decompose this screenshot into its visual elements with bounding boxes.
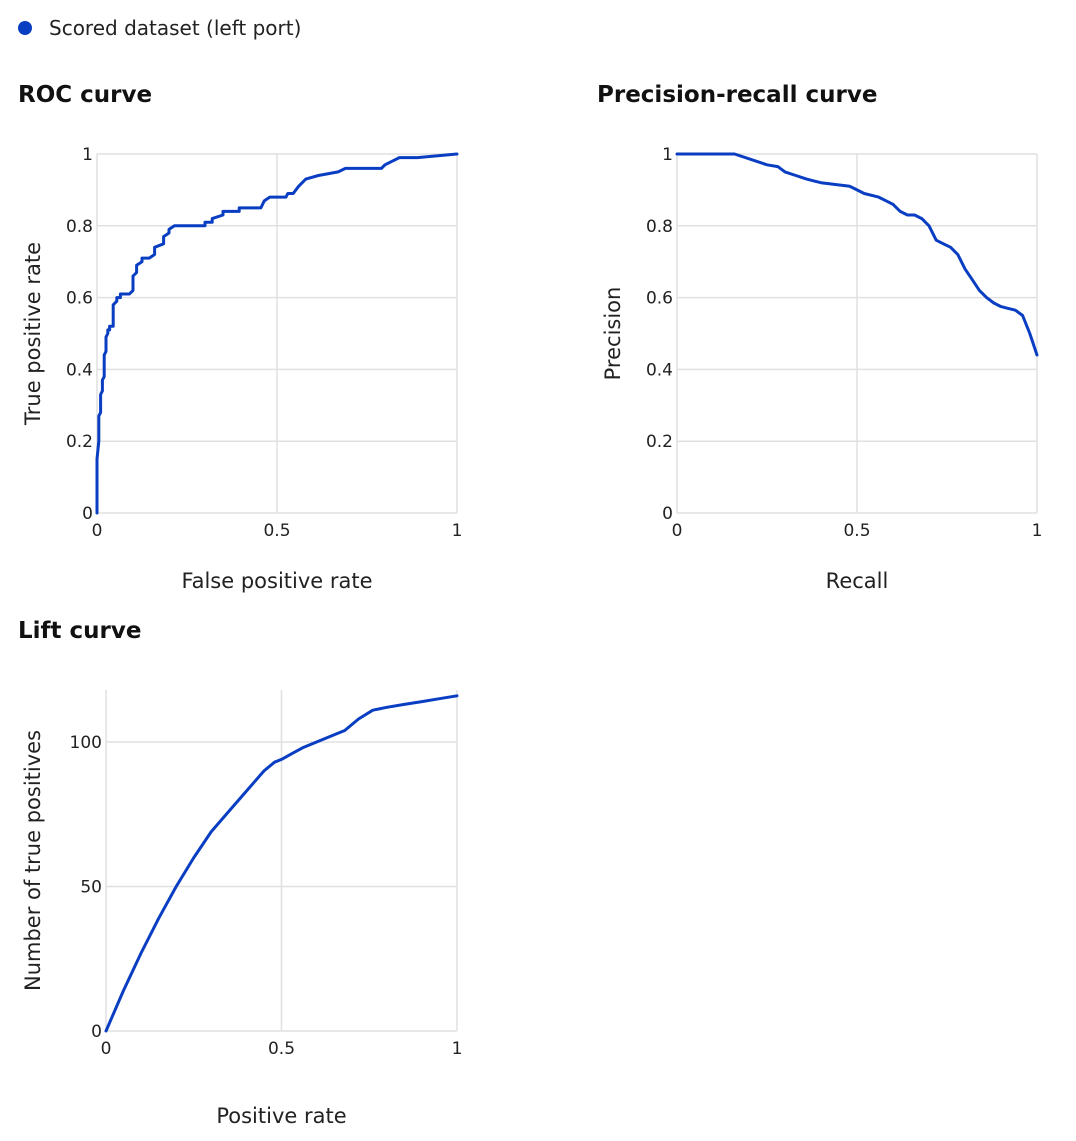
pr-y-tick-label: 0 [662, 504, 673, 524]
roc-y-tick-label: 0.6 [66, 289, 93, 309]
roc-chart: 0 0.2 0.4 0.6 0.8 1 0 0.5 1 False positive rate Tr… [21, 145, 462, 593]
lift-x-tick-label: 1 [452, 1039, 463, 1059]
legend[interactable]: Scored dataset (left port) [18, 14, 301, 42]
lift-x-axis-label: Positive rate [216, 1104, 346, 1128]
lift-chart-title: Lift curve [18, 618, 142, 644]
pr-series-line[interactable] [675, 152, 1039, 357]
legend-marker [18, 21, 32, 35]
roc-x-tick-label: 1 [452, 521, 463, 541]
roc-y-tick-label: 1 [82, 145, 93, 165]
roc-x-axis-label: False positive rate [181, 569, 372, 593]
lift-series-line[interactable] [104, 694, 459, 1033]
lift-y-axis-label: Number of true positives [21, 730, 45, 991]
pr-y-axis-label: Precision [601, 287, 625, 381]
lift-chart: 0 50 100 0 0.5 1 Positive rate Number of true p… [21, 690, 462, 1128]
pr-y-tick-label: 0.6 [646, 289, 673, 309]
lift-x-tick-label: 0 [101, 1039, 112, 1059]
roc-chart-title: ROC curve [18, 82, 153, 108]
roc-x-tick-label: 0.5 [263, 521, 290, 541]
roc-y-axis-label: True positive rate [21, 242, 45, 426]
roc-y-tick-label: 0.4 [66, 360, 93, 380]
pr-y-tick-label: 0.4 [646, 360, 673, 380]
pr-x-tick-label: 0.5 [843, 521, 870, 541]
lift-y-tick-label: 50 [80, 878, 102, 898]
roc-y-tick-label: 0 [82, 504, 93, 524]
lift-x-tick-label: 0.5 [268, 1039, 295, 1059]
roc-y-tick-label: 0.8 [66, 217, 93, 237]
lift-y-tick-label: 100 [70, 733, 102, 753]
pr-x-axis-label: Recall [826, 569, 889, 593]
pr-y-tick-label: 1 [662, 145, 673, 165]
roc-series-line[interactable] [95, 152, 459, 515]
pr-chart-title: Precision-recall curve [597, 82, 878, 108]
roc-y-tick-label: 0.2 [66, 432, 93, 452]
lift-y-tick-label: 0 [91, 1022, 102, 1042]
legend-label: Scored dataset (left port) [49, 16, 302, 40]
roc-x-tick-label: 0 [92, 521, 103, 541]
pr-x-tick-label: 1 [1032, 521, 1043, 541]
pr-chart: 0 0.2 0.4 0.6 0.8 1 0 0.5 1 Recall Precision [601, 145, 1042, 593]
pr-y-tick-label: 0.2 [646, 432, 673, 452]
pr-y-tick-label: 0.8 [646, 217, 673, 237]
pr-x-tick-label: 0 [672, 521, 683, 541]
